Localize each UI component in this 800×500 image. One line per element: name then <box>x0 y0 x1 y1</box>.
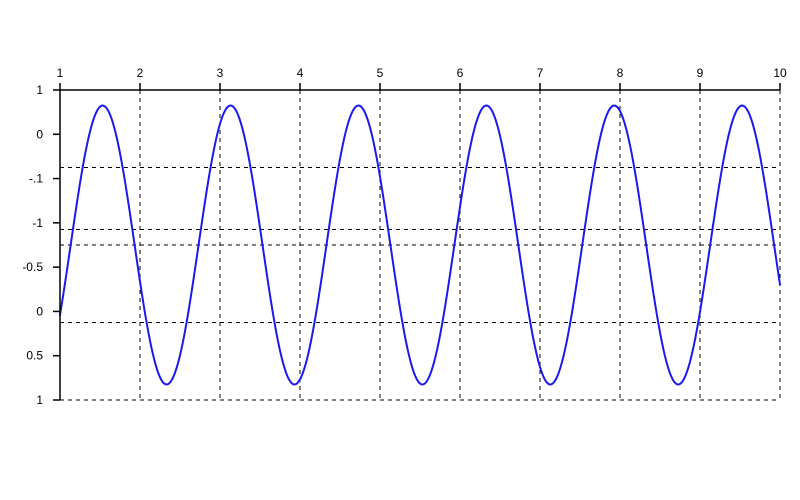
x-tick-label: 7 <box>537 66 544 80</box>
x-tick-label: 9 <box>697 66 704 80</box>
x-tick-label: 8 <box>617 66 624 80</box>
y-tick-label: 1 <box>36 393 43 407</box>
y-tick-label: -0.5 <box>22 260 43 274</box>
line-chart: 1234567891010-.1-1-0.500.51 <box>0 0 800 500</box>
y-tick-label: 1 <box>36 83 43 97</box>
chart-container: 1234567891010-.1-1-0.500.51 <box>0 0 800 500</box>
x-tick-label: 2 <box>137 66 144 80</box>
y-tick-label: -.1 <box>29 172 43 186</box>
x-tick-label: 6 <box>457 66 464 80</box>
x-tick-label: 10 <box>773 66 787 80</box>
y-tick-label: 0 <box>36 304 43 318</box>
chart-bg <box>0 0 800 500</box>
x-tick-label: 5 <box>377 66 384 80</box>
x-tick-label: 4 <box>297 66 304 80</box>
y-tick-label: 0.5 <box>26 349 43 363</box>
y-tick-label: -1 <box>32 216 43 230</box>
y-tick-label: 0 <box>36 127 43 141</box>
x-tick-label: 3 <box>217 66 224 80</box>
x-tick-label: 1 <box>57 66 64 80</box>
